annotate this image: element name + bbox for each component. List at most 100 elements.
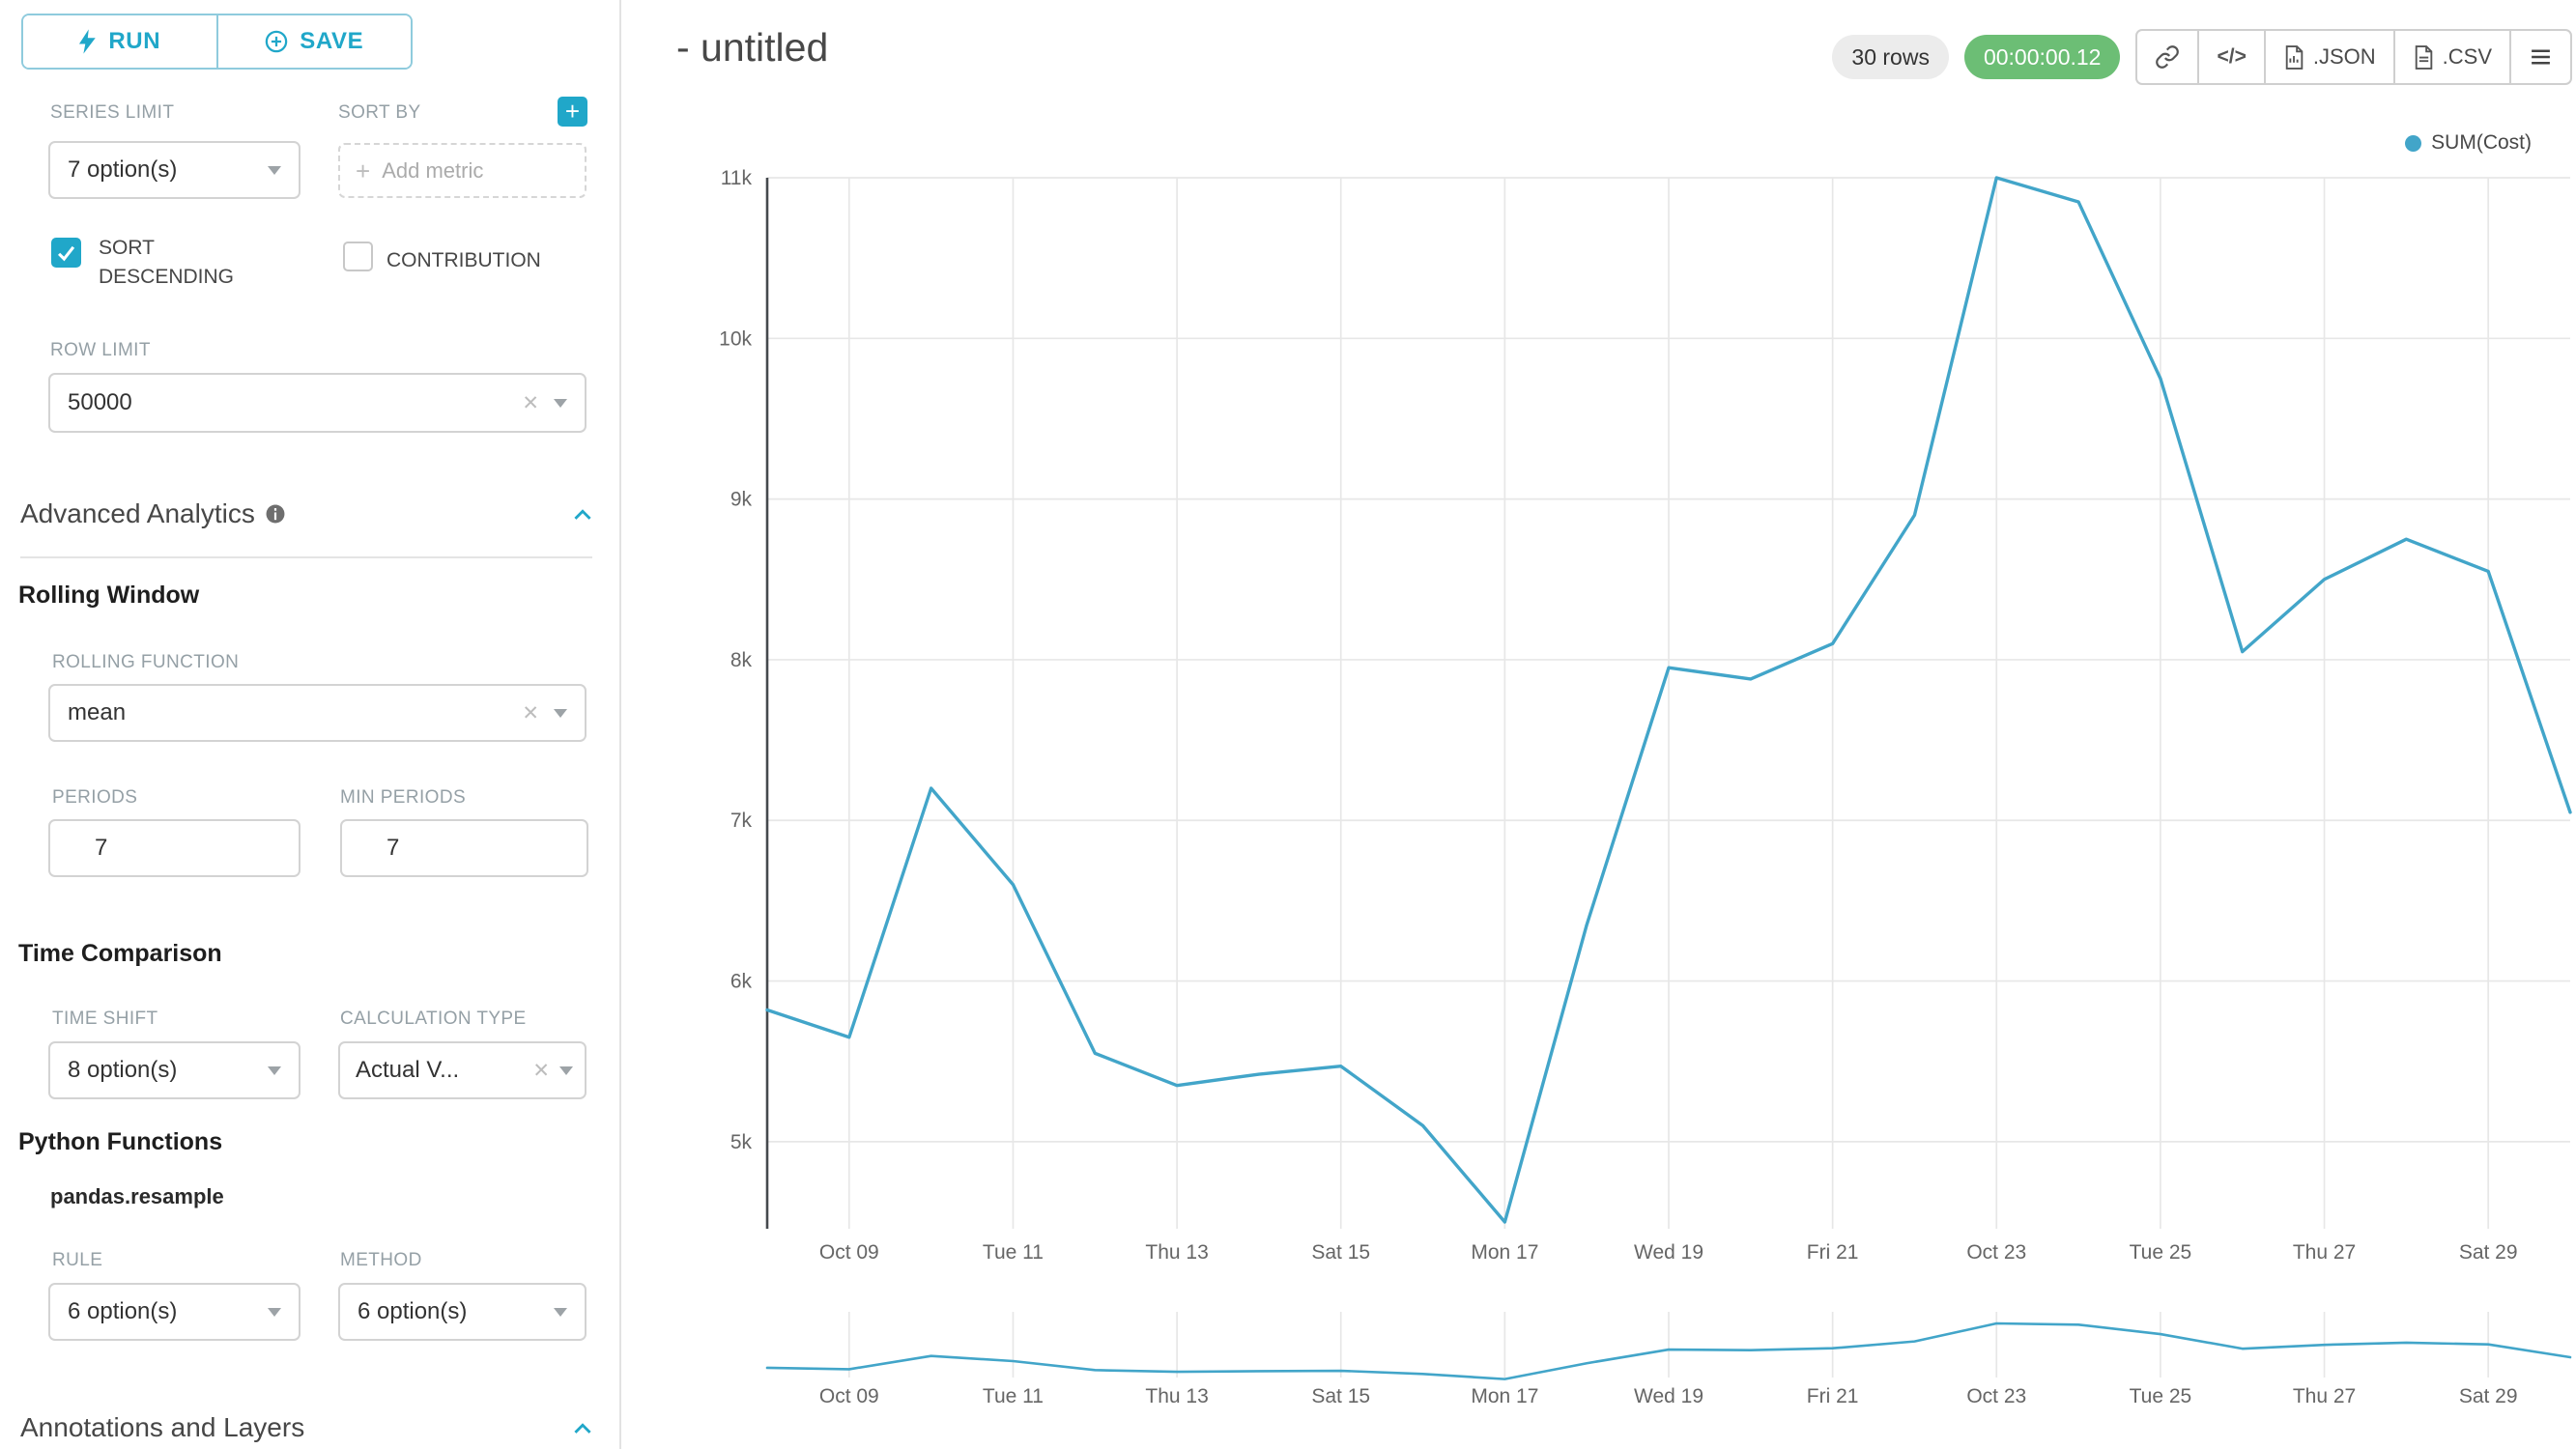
plus-circle-icon <box>265 30 288 53</box>
save-button[interactable]: SAVE <box>215 15 411 68</box>
export-csv-button[interactable]: .CSV <box>2392 29 2511 85</box>
preview-x-axis-label: Tue 11 <box>983 1385 1044 1407</box>
preview-x-axis-label: Oct 09 <box>819 1385 879 1407</box>
embed-code-button[interactable]: </> <box>2197 29 2266 85</box>
x-axis-label: Sat 15 <box>1311 1241 1370 1264</box>
y-axis-label: 7k <box>730 810 753 832</box>
file-csv-icon <box>2415 44 2432 70</box>
y-axis-label: 10k <box>719 327 752 350</box>
csv-button-label: .CSV <box>2442 44 2492 69</box>
menu-icon <box>2532 49 2550 65</box>
x-axis-label: Wed 19 <box>1634 1241 1703 1264</box>
x-axis-label: Fri 21 <box>1807 1241 1859 1264</box>
query-timer-badge: 00:00:00.12 <box>1963 35 2121 79</box>
preview-x-axis-label: Thu 13 <box>1145 1385 1208 1407</box>
chevron-up-icon <box>574 508 591 520</box>
rule-label: RULE <box>52 1250 103 1270</box>
rolling-function-label: ROLLING FUNCTION <box>52 652 240 672</box>
plus-icon: + <box>356 156 371 185</box>
min-periods-label: MIN PERIODS <box>340 787 467 808</box>
x-axis-label: Sat 29 <box>2459 1241 2518 1264</box>
section-divider <box>20 556 592 558</box>
contribution-checkbox[interactable] <box>343 242 373 271</box>
chevron-up-icon <box>574 1422 591 1434</box>
chevron-down-icon <box>268 165 281 175</box>
advanced-analytics-title: Advanced Analytics <box>20 498 255 528</box>
legend-dot-icon <box>2405 134 2422 152</box>
x-axis-label: Oct 23 <box>1966 1241 2026 1264</box>
check-icon <box>57 245 75 262</box>
chart-legend[interactable]: SUM(Cost) <box>2405 131 2532 155</box>
run-save-button-group: RUN SAVE <box>21 14 413 70</box>
calculation-type-value: Actual V... <box>356 1057 460 1083</box>
row-limit-select[interactable]: 50000 ✕ <box>48 373 587 433</box>
run-button[interactable]: RUN <box>23 15 216 68</box>
share-link-button[interactable] <box>2135 29 2200 85</box>
y-axis-label: 5k <box>730 1131 753 1153</box>
pandas-resample-label: pandas.resample <box>50 1184 224 1208</box>
save-button-label: SAVE <box>300 28 364 54</box>
series-limit-label: SERIES LIMIT <box>50 102 175 123</box>
file-json-icon <box>2285 44 2304 70</box>
chevron-down-icon <box>554 398 567 408</box>
info-icon <box>266 504 285 524</box>
link-icon <box>2156 45 2180 69</box>
clear-icon[interactable]: ✕ <box>522 701 539 724</box>
method-label: METHOD <box>340 1250 422 1270</box>
row-limit-label: ROW LIMIT <box>50 340 151 360</box>
preview-x-axis-label: Mon 17 <box>1471 1385 1538 1407</box>
calculation-type-label: CALCULATION TYPE <box>340 1009 527 1029</box>
row-count-badge: 30 rows <box>1832 35 1949 79</box>
sort-by-add-metric[interactable]: + Add metric <box>338 143 587 198</box>
chart-title[interactable]: - untitled <box>676 25 829 70</box>
x-axis-label: Oct 09 <box>819 1241 879 1264</box>
rule-select[interactable]: 6 option(s) <box>48 1283 301 1341</box>
more-menu-button[interactable] <box>2509 29 2572 85</box>
add-sort-metric-plus-button[interactable]: + <box>558 97 587 127</box>
preview-series-line <box>765 1321 2572 1380</box>
chevron-down-icon <box>559 1065 573 1075</box>
min-periods-input[interactable] <box>340 819 588 877</box>
y-axis-label: 6k <box>730 971 753 993</box>
clear-icon[interactable]: ✕ <box>522 391 539 414</box>
annotations-layers-header[interactable]: Annotations and Layers <box>20 1412 592 1443</box>
method-select[interactable]: 6 option(s) <box>338 1283 587 1341</box>
preview-x-axis-label: Sat 15 <box>1311 1385 1370 1407</box>
time-shift-value: 8 option(s) <box>68 1057 178 1083</box>
time-shift-select[interactable]: 8 option(s) <box>48 1041 301 1099</box>
x-axis-label: Mon 17 <box>1471 1241 1538 1264</box>
export-json-button[interactable]: .JSON <box>2263 29 2395 85</box>
y-axis-label: 11k <box>721 167 753 189</box>
code-icon: </> <box>2217 45 2247 68</box>
time-shift-label: TIME SHIFT <box>52 1009 158 1029</box>
rolling-function-value: mean <box>68 699 127 725</box>
bolt-icon <box>79 29 97 54</box>
x-axis-label: Tue 11 <box>983 1241 1044 1264</box>
export-button-group: </> .JSON .CSV <box>2135 29 2572 85</box>
y-axis-label: 8k <box>730 649 753 671</box>
clear-icon[interactable]: ✕ <box>532 1059 550 1082</box>
chevron-down-icon <box>554 1307 567 1317</box>
control-panel: RUN SAVE SERIES LIMIT SORT BY + 7 option… <box>0 0 621 1449</box>
periods-input[interactable] <box>48 819 301 877</box>
legend-label: SUM(Cost) <box>2431 131 2532 154</box>
x-axis-label: Thu 13 <box>1145 1241 1208 1264</box>
json-button-label: .JSON <box>2312 44 2376 69</box>
preview-x-axis-label: Sat 29 <box>2459 1385 2518 1407</box>
python-functions-title: Python Functions <box>18 1128 223 1155</box>
x-axis-label: Thu 27 <box>2293 1241 2356 1264</box>
annotations-layers-title: Annotations and Layers <box>20 1412 305 1442</box>
advanced-analytics-header[interactable]: Advanced Analytics <box>20 498 592 529</box>
preview-x-axis-label: Tue 25 <box>2130 1385 2192 1407</box>
sort-descending-checkbox[interactable] <box>51 238 81 268</box>
preview-x-axis-label: Fri 21 <box>1807 1385 1859 1407</box>
x-axis-label: Tue 25 <box>2130 1241 2192 1264</box>
series-limit-select[interactable]: 7 option(s) <box>48 141 301 199</box>
chevron-down-icon <box>268 1307 281 1317</box>
contribution-label: CONTRIBUTION <box>386 249 541 271</box>
series-line-sum-cost <box>765 176 2572 1224</box>
rolling-function-select[interactable]: mean ✕ <box>48 684 587 742</box>
rolling-window-title: Rolling Window <box>18 582 200 609</box>
calculation-type-select[interactable]: Actual V... ✕ <box>338 1041 587 1099</box>
